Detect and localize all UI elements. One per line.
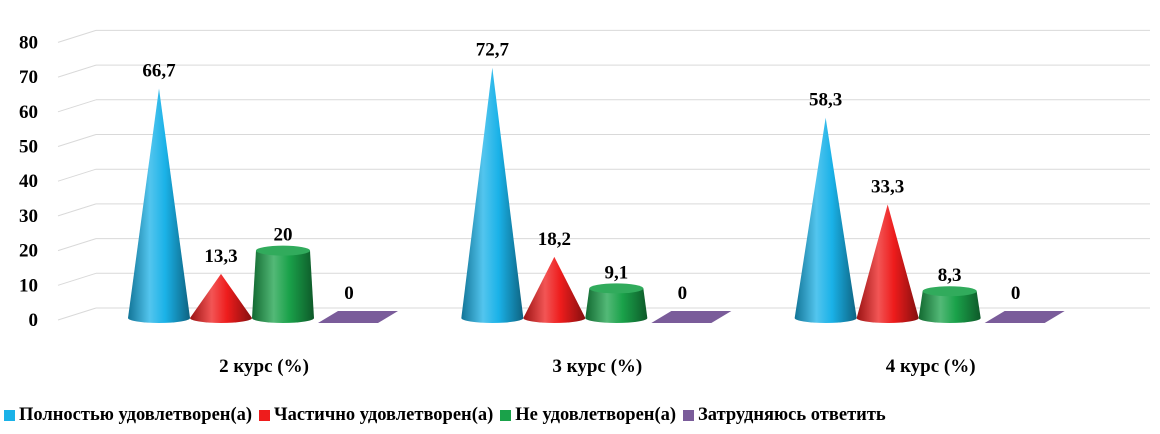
y-tick-label: 80	[19, 32, 38, 53]
y-tick-label: 70	[19, 67, 38, 88]
y-tick-label: 40	[19, 171, 38, 192]
data-label: 13,3	[204, 246, 237, 267]
cone-bar	[856, 204, 919, 324]
cylinder-bar	[918, 291, 981, 324]
grid-diagonal	[57, 238, 97, 252]
grid-diagonal	[57, 134, 97, 147]
cone-bar	[190, 273, 252, 323]
y-axis: 0 10 20 30 40 50 60 70 80	[19, 32, 38, 331]
legend-label: Полностью удовлетворен(а)	[19, 405, 253, 425]
grid-diagonal	[57, 99, 97, 113]
legend-swatch	[500, 410, 512, 421]
y-tick-label: 60	[19, 102, 38, 123]
data-label: 18,2	[538, 229, 571, 250]
data-label: 0	[344, 283, 354, 304]
data-label: 9,1	[604, 262, 628, 283]
y-tick-label: 0	[29, 310, 39, 331]
legend-swatch	[4, 410, 15, 421]
legend-label: Частично удовлетворен(а)	[274, 405, 494, 425]
grid-diagonal	[57, 29, 97, 43]
legend-swatch	[259, 410, 271, 421]
chart-marks: 66,7 13,3 20 0 72,7 18,2 9,1 0 58,3 33,3 8,3 0	[128, 40, 1065, 324]
cylinder-top	[256, 245, 310, 256]
data-label: 66,7	[142, 61, 176, 82]
grid-diagonal	[57, 307, 97, 321]
cone-bar	[128, 88, 190, 324]
data-label: 20	[274, 225, 293, 246]
y-tick-label: 10	[19, 275, 38, 296]
grid-diagonal	[57, 168, 97, 182]
data-label: 8,3	[938, 265, 962, 286]
category-label: 3 курс (%)	[552, 356, 642, 377]
data-label: 58,3	[809, 90, 842, 111]
data-label: 72,7	[476, 40, 510, 61]
flat-zero-bar	[318, 311, 398, 323]
cone-bar	[794, 117, 857, 324]
y-tick-label: 20	[19, 241, 38, 262]
flat-zero-bar	[651, 311, 732, 323]
grid-diagonal	[57, 203, 97, 217]
grid-diagonal	[57, 64, 97, 78]
legend-item: Частично удовлетворен(а)	[259, 405, 493, 426]
cylinder-bar	[585, 288, 648, 324]
category-label: 2 курс (%)	[219, 356, 309, 377]
grid-lines	[57, 29, 1150, 321]
data-label: 33,3	[871, 176, 904, 197]
y-tick-label: 50	[19, 137, 38, 158]
legend-item: Не удовлетворен(а)	[500, 405, 676, 426]
chart-legend: Полностью удовлетворен(а) Частично удовле…	[4, 405, 1160, 426]
legend-label: Затрудняюсь ответить	[698, 405, 886, 425]
category-label: 4 курс (%)	[886, 356, 976, 377]
legend-label: Не удовлетворен(а)	[515, 405, 677, 425]
y-tick-label: 30	[19, 206, 38, 227]
grid-diagonal	[57, 272, 97, 286]
data-label: 0	[1011, 283, 1021, 304]
cylinder-top	[589, 283, 644, 294]
legend-item: Затрудняюсь ответить	[683, 405, 886, 426]
data-label: 0	[678, 283, 688, 304]
flat-zero-bar	[984, 311, 1065, 323]
cone-bar	[523, 256, 586, 324]
legend-item: Полностью удовлетворен(а)	[4, 405, 252, 426]
cylinder-bar	[252, 250, 314, 323]
legend-swatch	[683, 410, 695, 421]
category-labels: 2 курс (%) 3 курс (%) 4 курс (%)	[219, 356, 976, 377]
cylinder-top	[922, 286, 977, 297]
cone-bar	[461, 67, 524, 323]
